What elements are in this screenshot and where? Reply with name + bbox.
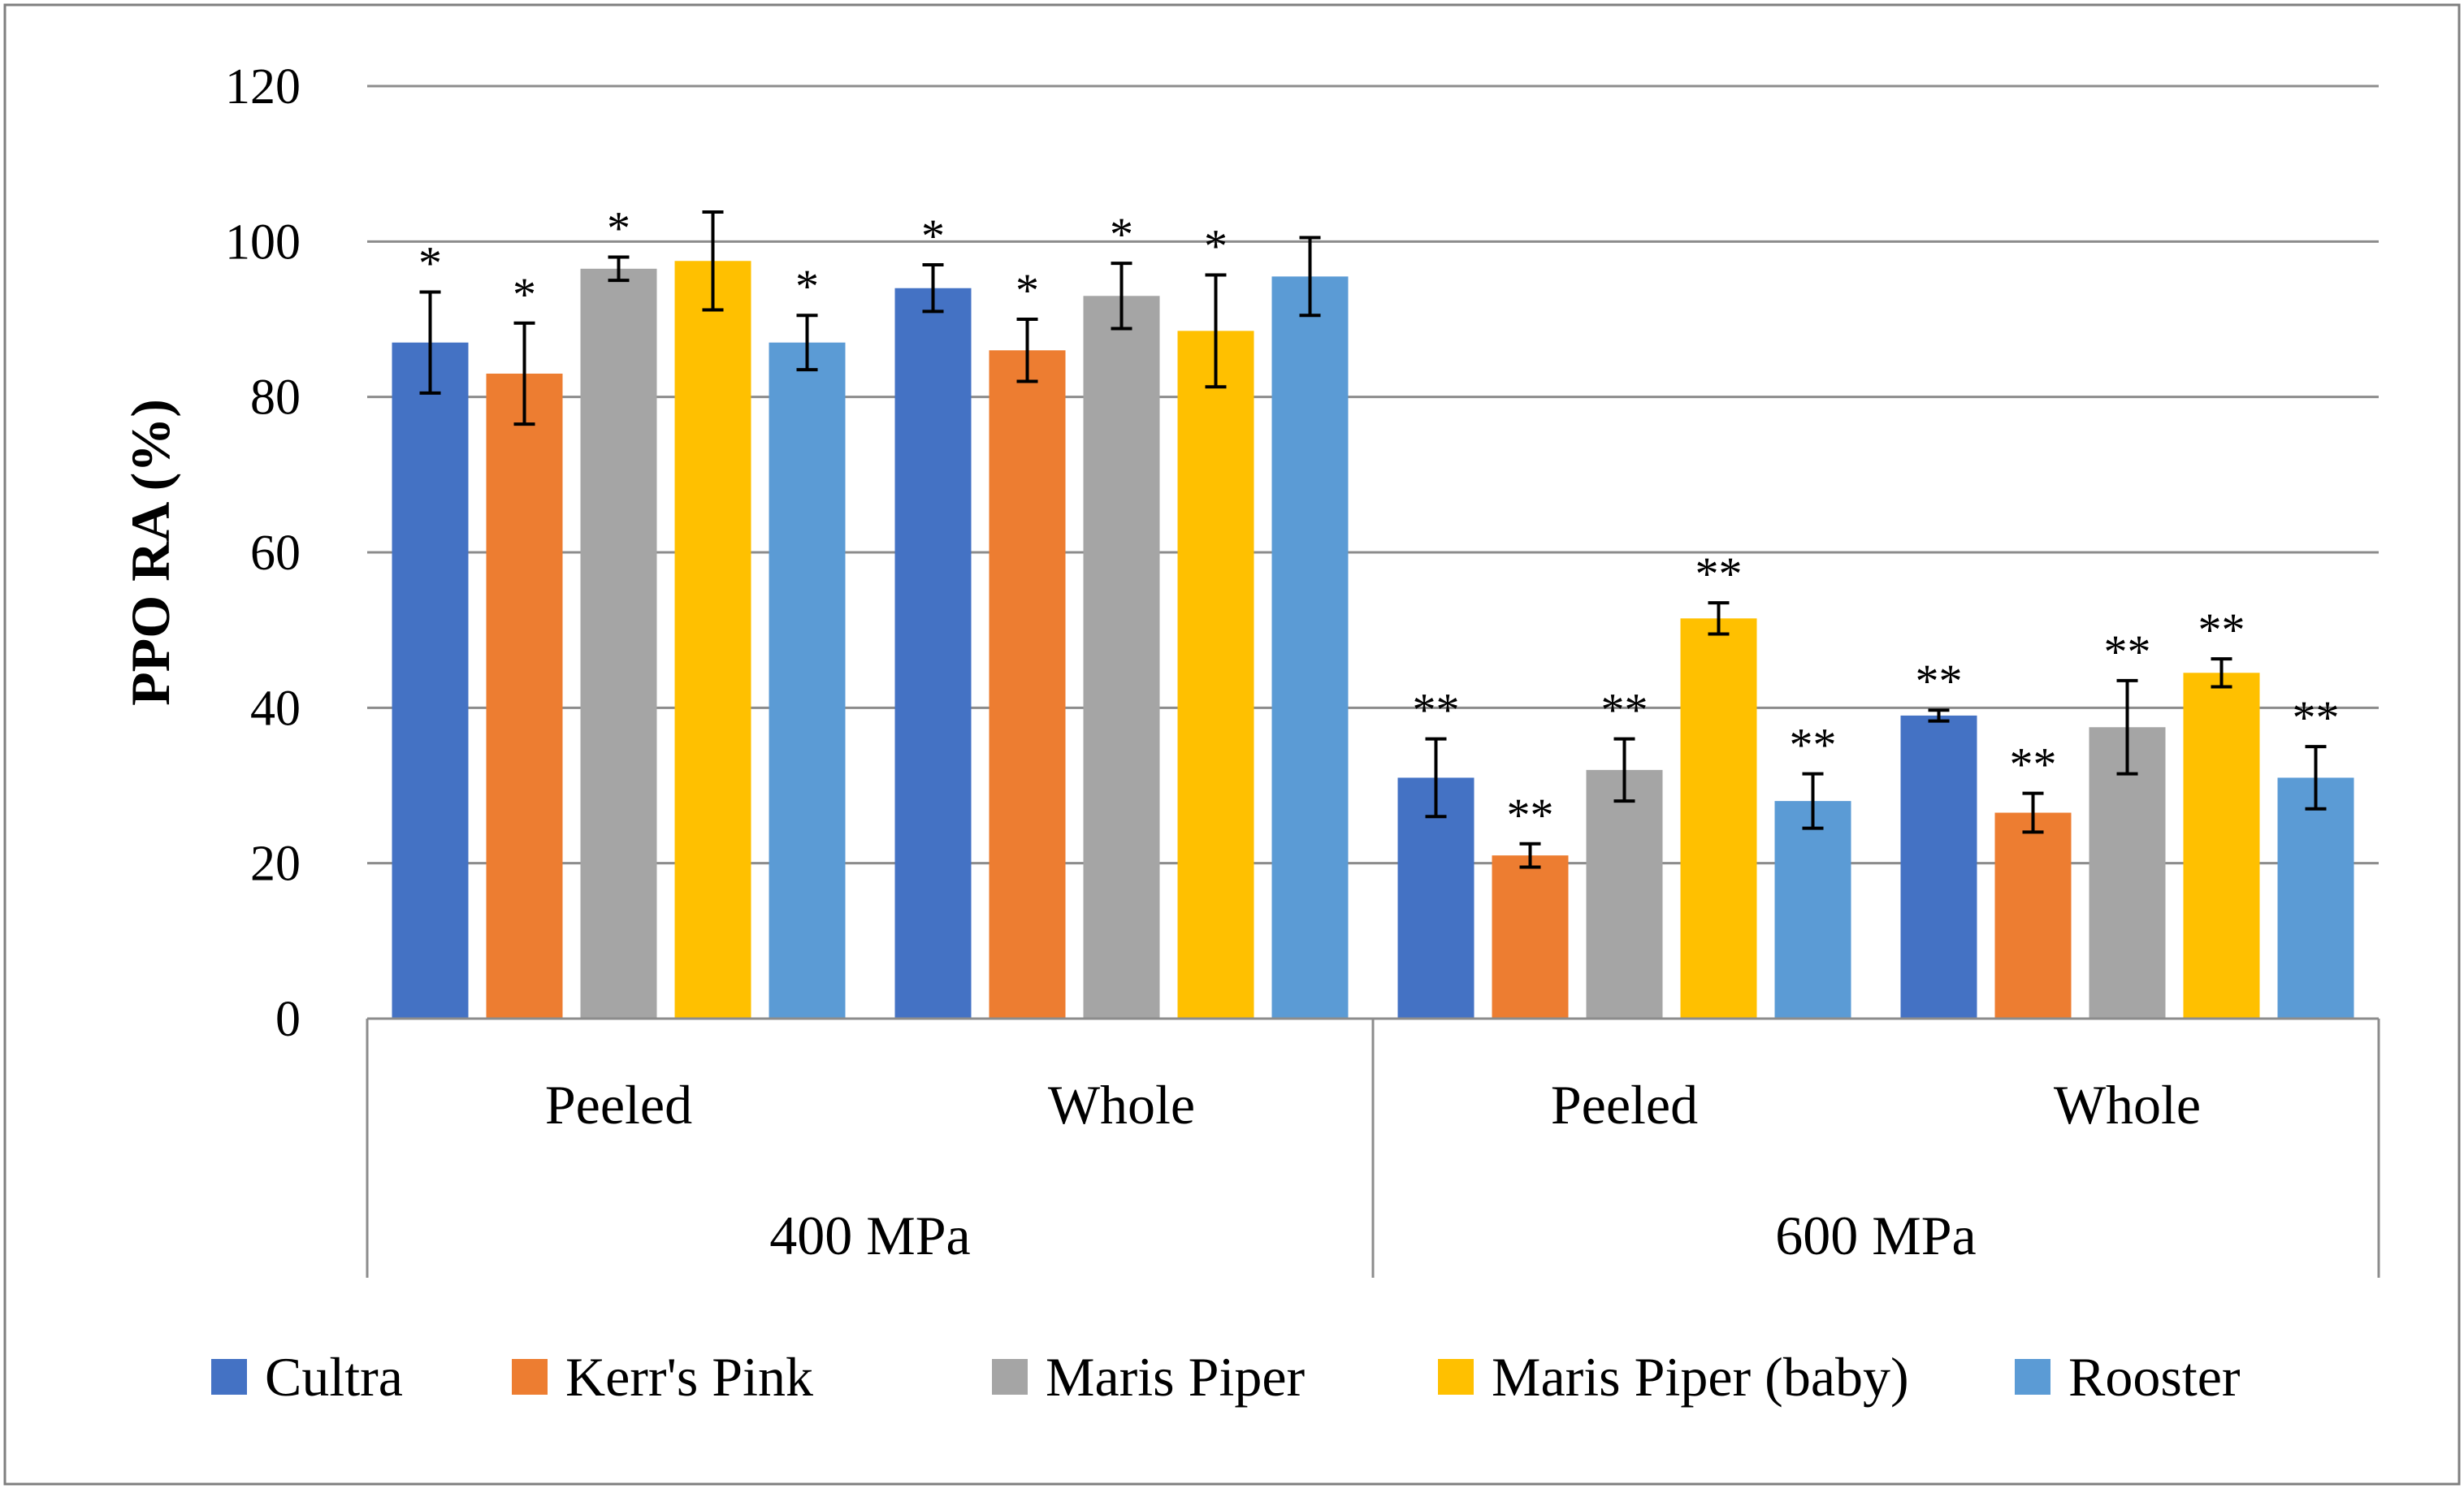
significance-marker: ** (1413, 684, 1460, 737)
bar (1586, 769, 1663, 1019)
bar (1083, 296, 1160, 1019)
x-tick-label: Peeled (545, 1074, 692, 1136)
significance-marker: ** (1507, 789, 1554, 842)
bar (1900, 715, 1977, 1019)
y-tick-label: 60 (250, 526, 301, 581)
legend-label: Cultra (265, 1346, 403, 1408)
significance-marker: * (1110, 208, 1133, 261)
bar (2089, 727, 2166, 1019)
significance-marker: ** (1695, 547, 1743, 600)
legend-label: Rooster (2068, 1346, 2241, 1408)
significance-marker: ** (2010, 738, 2057, 791)
bar (486, 373, 563, 1019)
bar (894, 288, 972, 1019)
legend-swatch (211, 1359, 247, 1395)
legend-swatch (992, 1359, 1028, 1395)
significance-marker: ** (2104, 625, 2151, 678)
significance-marker: ** (1601, 684, 1648, 737)
bar (674, 261, 751, 1019)
significance-marker: ** (1916, 655, 1963, 708)
bar (1177, 331, 1254, 1019)
x-group-label: 600 MPa (1775, 1205, 1976, 1266)
legend-label: Maris Piper (1046, 1346, 1306, 1408)
significance-marker: * (1015, 264, 1039, 317)
y-tick-label: 0 (275, 992, 301, 1047)
x-tick-label: Whole (1048, 1074, 1195, 1136)
legend-label: Kerr's Pink (565, 1346, 813, 1408)
bar (1994, 812, 2072, 1019)
bar (2277, 777, 2354, 1019)
significance-marker: * (607, 201, 630, 254)
bar (1680, 618, 1757, 1019)
x-tick-label: Whole (2054, 1074, 2201, 1136)
y-tick-label: 20 (250, 837, 301, 892)
legend-swatch (512, 1359, 548, 1395)
significance-marker: ** (2198, 604, 2245, 656)
significance-marker: ** (2293, 691, 2340, 744)
y-tick-label: 120 (225, 59, 301, 115)
x-tick-label: Peeled (1551, 1074, 1698, 1136)
bar (1774, 801, 1851, 1019)
bar (989, 350, 1066, 1019)
significance-marker: * (1204, 219, 1228, 272)
y-tick-label: 40 (250, 681, 301, 736)
legend-swatch (1438, 1359, 1474, 1395)
significance-marker: * (513, 268, 536, 321)
bar (1492, 855, 1569, 1019)
bar (2183, 673, 2260, 1019)
x-group-label: 400 MPa (769, 1205, 970, 1266)
bar (392, 342, 469, 1019)
legend-swatch (2015, 1359, 2050, 1395)
significance-marker: * (921, 210, 945, 262)
y-axis-title: PPO RA (%) (119, 399, 181, 706)
significance-marker: * (795, 260, 819, 313)
legend-label: Maris Piper (baby) (1492, 1346, 1909, 1408)
bar (580, 268, 657, 1019)
significance-marker: * (418, 237, 442, 290)
y-tick-label: 100 (225, 214, 301, 270)
bar (769, 342, 846, 1019)
bar (1271, 276, 1349, 1019)
significance-marker: ** (1790, 719, 1837, 772)
y-tick-label: 80 (250, 370, 301, 426)
